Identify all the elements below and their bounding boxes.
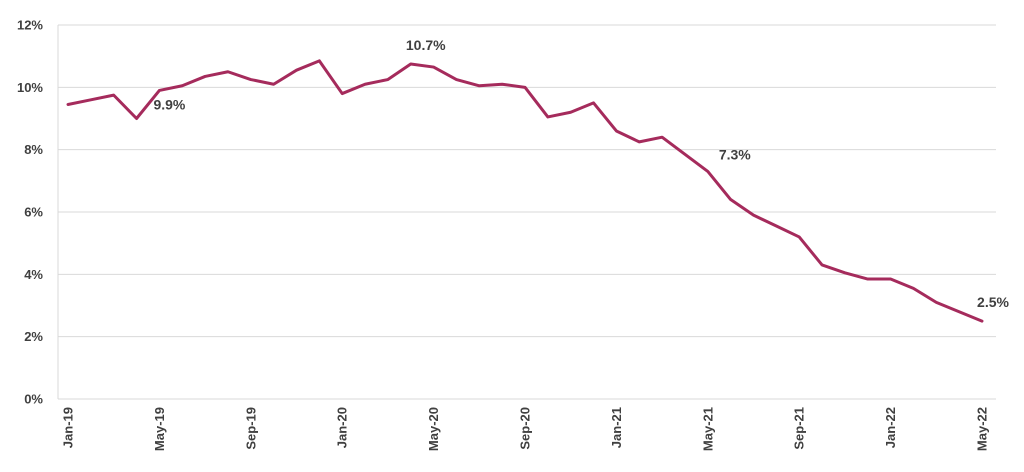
y-tick-label: 2%	[24, 329, 43, 344]
x-tick-label: Jan-19	[61, 407, 76, 448]
x-tick-label: May-19	[152, 407, 167, 451]
x-axis-tick-labels: Jan-19 May-19 Sep-19 Jan-20 May-20 Sep-20 Jan-…	[61, 407, 990, 451]
data-label: 7.3%	[719, 146, 751, 162]
data-labels: 9.9% 10.7% 7.3% 2.5%	[153, 37, 1009, 310]
y-tick-label: 0%	[24, 392, 43, 407]
x-tick-label: May-22	[975, 407, 990, 451]
y-axis-tick-labels: 0% 2% 4% 6% 8% 10% 12%	[17, 18, 43, 407]
data-label: 9.9%	[153, 96, 185, 112]
y-tick-label: 12%	[17, 18, 43, 33]
gridlines	[58, 24, 996, 400]
series-line	[66, 59, 984, 323]
x-tick-label: Jan-20	[335, 407, 350, 448]
x-tick-label: Jan-21	[609, 407, 624, 448]
y-tick-label: 4%	[24, 267, 43, 282]
y-tick-label: 10%	[17, 80, 43, 95]
x-tick-label: May-20	[426, 407, 441, 451]
y-tick-label: 6%	[24, 205, 43, 220]
x-tick-label: Sep-19	[243, 407, 258, 450]
data-label: 2.5%	[977, 294, 1009, 310]
x-tick-label: Jan-22	[883, 407, 898, 448]
data-label: 10.7%	[406, 37, 446, 53]
x-tick-label: Sep-21	[792, 407, 807, 450]
y-tick-label: 8%	[24, 142, 43, 157]
x-tick-label: Sep-20	[518, 407, 533, 450]
x-tick-label: May-21	[700, 407, 715, 451]
